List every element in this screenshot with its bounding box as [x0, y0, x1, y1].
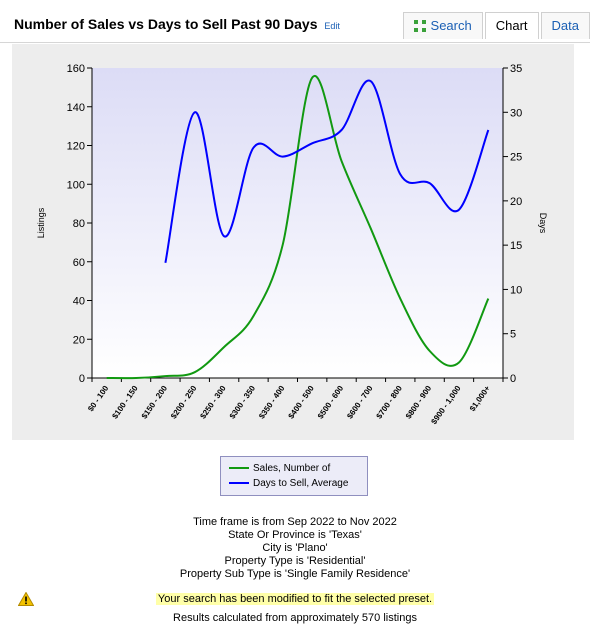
y2-tick-label: 10 — [510, 284, 522, 296]
view-tabs: Search Chart Data — [401, 12, 590, 40]
tab-data-label: Data — [551, 18, 579, 33]
legend: Sales, Number of Days to Sell, Average — [220, 456, 368, 496]
tab-search[interactable]: Search — [402, 12, 483, 39]
criteria-line: Property Sub Type is 'Single Family Resi… — [179, 568, 411, 580]
legend-swatch-days — [229, 482, 249, 484]
x-tick-label: $400 - 500 — [286, 384, 316, 421]
results-footer: Results calculated from approximately 57… — [173, 612, 417, 624]
series-line-days — [164, 79, 490, 264]
criteria-line: Time frame is from Sep 2022 to Nov 2022 — [193, 516, 397, 528]
y-tick-label: 160 — [67, 63, 85, 75]
y2-tick-label: 20 — [510, 196, 522, 208]
y2-tick-label: 25 — [510, 152, 522, 164]
y-tick-label: 20 — [73, 334, 85, 346]
criteria-line: City is 'Plano' — [262, 542, 328, 554]
y2-tick-label: 35 — [510, 63, 522, 75]
legend-swatch-sales — [229, 467, 249, 469]
x-tick-label: $250 - 300 — [198, 384, 228, 421]
criteria-list: Time frame is from Sep 2022 to Nov 2022 … — [0, 516, 590, 581]
warning-icon — [18, 592, 34, 606]
chart-title: Number of Sales vs Days to Sell Past 90 … — [14, 16, 340, 32]
x-tick-label: $500 - 600 — [316, 384, 346, 421]
legend-label-sales: Sales, Number of — [253, 462, 331, 474]
y-tick-label: 80 — [73, 218, 85, 230]
edit-link[interactable]: Edit — [324, 21, 340, 31]
header: Number of Sales vs Days to Sell Past 90 … — [0, 0, 590, 43]
x-tick-label: $150 - 200 — [140, 384, 170, 421]
chart-panel: 0 20 40 60 80 100 120 140 160 0 5 10 15 20 25 30 35 $0 - … — [12, 44, 574, 440]
y-tick-label: 140 — [67, 102, 85, 114]
expand-arrows-icon — [413, 20, 426, 32]
y2-tick-label: 0 — [510, 373, 516, 385]
x-tick-label: $350 - 400 — [257, 384, 287, 421]
x-tick-label: $300 - 350 — [228, 384, 258, 421]
legend-label-days: Days to Sell, Average — [253, 477, 349, 489]
x-tick-label: $200 - 250 — [169, 384, 199, 421]
tab-chart-label: Chart — [495, 18, 528, 33]
legend-item-sales: Sales, Number of — [229, 461, 330, 475]
y-tick-label: 0 — [79, 373, 85, 385]
tab-search-label: Search — [430, 18, 472, 33]
criteria-line: State Or Province is 'Texas' — [228, 529, 362, 541]
chart-svg: 0 20 40 60 80 100 120 140 160 0 5 10 15 20 25 30 35 $0 - … — [36, 63, 548, 426]
criteria-line: Property Type is 'Residential' — [224, 555, 366, 567]
notice-row: Your search has been modified to fit the… — [0, 593, 590, 605]
y-tick-label: 100 — [67, 179, 85, 191]
x-tick-label: $700 - 800 — [375, 384, 405, 421]
x-tick-label: $600 - 700 — [345, 384, 375, 421]
legend-item-days: Days to Sell, Average — [229, 476, 348, 490]
y-axis-label: Listings — [36, 207, 46, 238]
x-tick-label: $800 - 900 — [404, 384, 434, 421]
y2-axis-label: Days — [538, 213, 548, 234]
chart-title-text: Number of Sales vs Days to Sell Past 90 … — [14, 16, 318, 32]
series-line-sales — [106, 74, 490, 380]
y2-tick-label: 5 — [510, 329, 516, 341]
y2-tick-label: 15 — [510, 240, 522, 252]
y2-tick-label: 30 — [510, 107, 522, 119]
x-tick-label: $100 - 150 — [110, 384, 140, 421]
y-tick-label: 60 — [73, 257, 85, 269]
plot-area — [92, 68, 503, 378]
tab-chart[interactable]: Chart — [484, 12, 539, 39]
x-tick-label: $1,000+ — [468, 384, 492, 413]
y-tick-label: 40 — [73, 296, 85, 308]
tab-data[interactable]: Data — [540, 12, 590, 39]
footer-row: Results calculated from approximately 57… — [0, 612, 590, 624]
x-tick-label: $900 - 1,000 — [429, 384, 462, 426]
preset-notice: Your search has been modified to fit the… — [155, 593, 435, 605]
y-tick-label: 120 — [67, 141, 85, 153]
x-tick-label: $0 - 100 — [86, 384, 111, 414]
